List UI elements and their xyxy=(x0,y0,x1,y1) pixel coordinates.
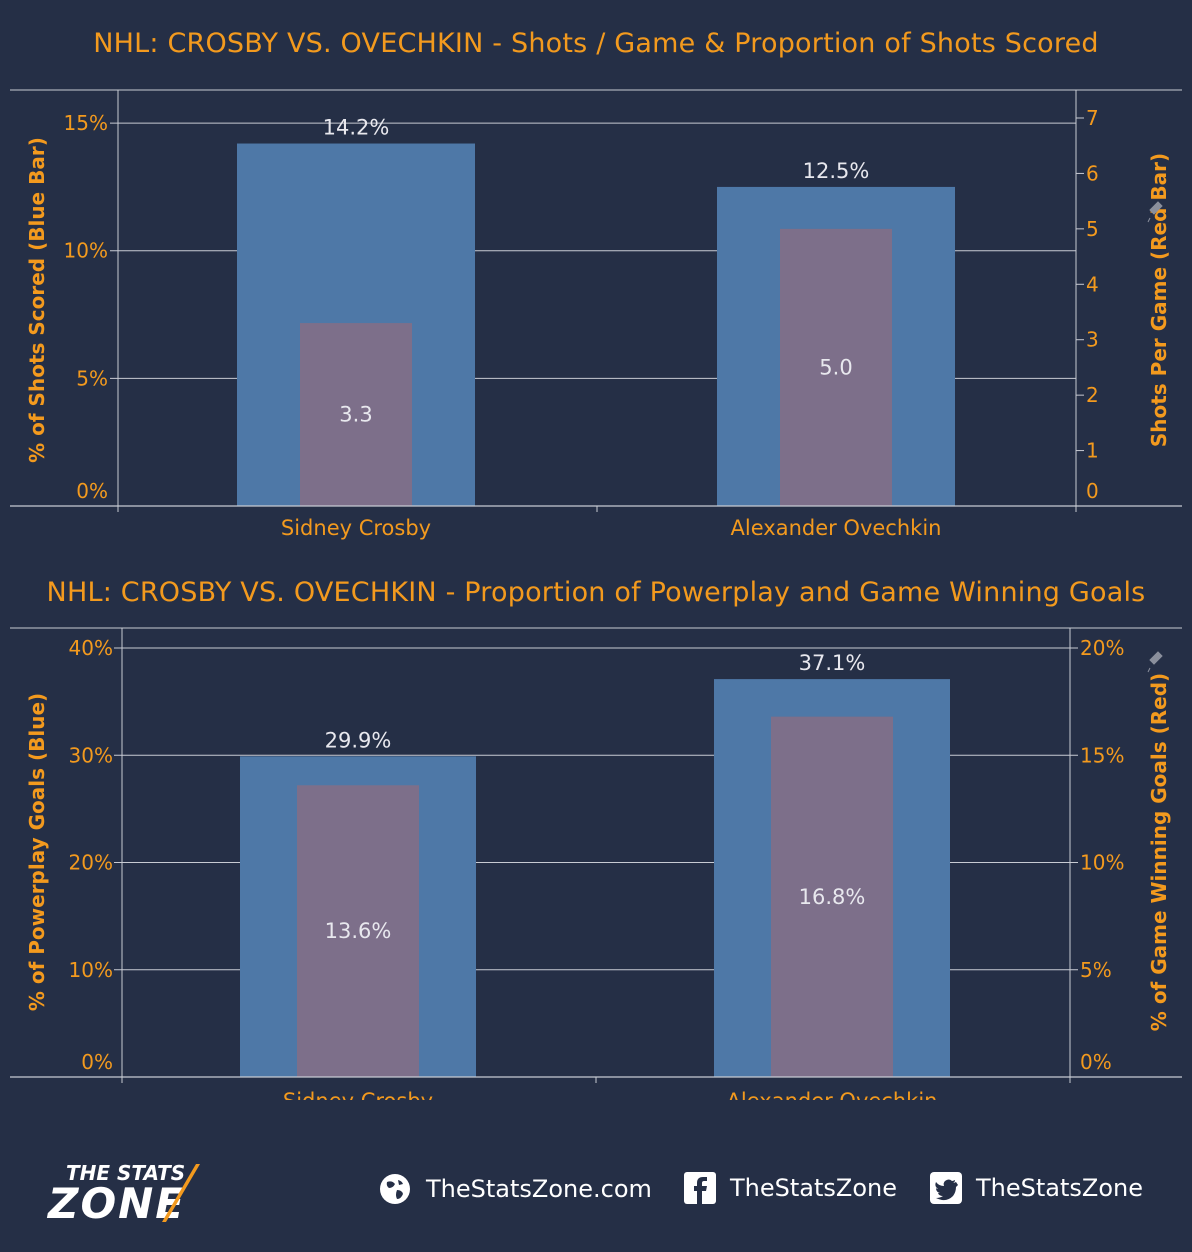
facebook-link[interactable]: TheStatsZone xyxy=(684,1172,897,1204)
x-category-label: Sidney Crosby xyxy=(281,516,431,540)
x-category-label: Alexander Ovechkin xyxy=(731,516,942,540)
facebook-text: TheStatsZone xyxy=(730,1174,898,1202)
y-axis-label-right: Shots Per Game (Red Bar) xyxy=(1147,153,1171,447)
y-tick-label-left: 20% xyxy=(69,851,113,875)
y-axis-label-left: % of Shots Scored (Blue Bar) xyxy=(25,137,49,463)
chart-title-shots: NHL: CROSBY VS. OVECHKIN - Shots / Game … xyxy=(93,28,1099,59)
y-tick-label-right: 2 xyxy=(1086,383,1099,407)
facebook-icon xyxy=(684,1172,716,1204)
x-category-label: Sidney Crosby xyxy=(283,1089,433,1100)
footer: THE STATS ZONE TheStatsZone.com TheStats… xyxy=(0,1140,1192,1240)
blue-bar-value-label: 29.9% xyxy=(325,728,392,752)
y-tick-label-left: 10% xyxy=(64,239,108,263)
y-tick-label-left: 40% xyxy=(69,636,113,660)
red-bar-value-label: 5.0 xyxy=(819,355,852,379)
stats-zone-logo: THE STATS ZONE xyxy=(46,1161,200,1228)
y-tick-label-left: 0% xyxy=(81,1050,113,1074)
y-tick-label-left: 30% xyxy=(69,743,113,767)
y-axis-label-right: % of Game Winning Goals (Red) xyxy=(1147,673,1171,1031)
red-bar-value-label: 16.8% xyxy=(799,885,866,909)
y-tick-label-right: 3 xyxy=(1086,328,1099,352)
red-bar-value-label: 3.3 xyxy=(339,403,372,427)
red-bar-value-label: 13.6% xyxy=(325,919,392,943)
y-tick-label-left: 0% xyxy=(76,479,108,503)
y-tick-label-right: 1 xyxy=(1086,439,1099,463)
y-tick-label-right: 10% xyxy=(1080,851,1124,875)
pin-icon xyxy=(1147,651,1163,673)
y-axis-label-left: % of Powerplay Goals (Blue) xyxy=(25,693,49,1011)
website-link[interactable]: TheStatsZone.com xyxy=(378,1172,652,1206)
blue-bar-value-label: 14.2% xyxy=(323,116,390,140)
globe-icon xyxy=(380,1174,410,1204)
y-tick-label-left: 10% xyxy=(69,958,113,982)
red-bar xyxy=(780,228,892,506)
y-tick-label-right: 0 xyxy=(1086,479,1099,503)
y-tick-label-left: 5% xyxy=(76,366,108,390)
shots-chart: 14.2% 3.3 Sidney Crosby 12.5% 5.0 Alexander O… xyxy=(10,89,1182,540)
red-bar xyxy=(300,323,412,506)
red-bar xyxy=(297,785,419,1077)
goals-chart: 29.9% 13.6% Sidney Crosby 37.1% 16.8% Alexand… xyxy=(10,627,1182,1100)
y-tick-label-right: 4 xyxy=(1086,272,1099,296)
twitter-text: TheStatsZone xyxy=(976,1174,1144,1202)
y-tick-label-right: 15% xyxy=(1080,743,1124,767)
y-tick-label-right: 20% xyxy=(1080,636,1124,660)
blue-bar-value-label: 37.1% xyxy=(799,651,866,675)
y-tick-label-right: 5% xyxy=(1080,958,1112,982)
blue-bar-value-label: 12.5% xyxy=(803,159,870,183)
y-tick-label-right: 7 xyxy=(1086,106,1099,130)
x-category-label: Alexander Ovechkin xyxy=(727,1089,938,1100)
y-tick-label-right: 6 xyxy=(1086,161,1099,185)
svg-text:ZONE: ZONE xyxy=(46,1179,186,1228)
website-text: TheStatsZone.com xyxy=(426,1175,652,1203)
chart-title-goals: NHL: CROSBY VS. OVECHKIN - Proportion of… xyxy=(46,577,1146,608)
twitter-icon xyxy=(930,1172,962,1204)
red-bar xyxy=(771,716,893,1077)
twitter-link[interactable]: TheStatsZone xyxy=(930,1172,1143,1204)
y-tick-label-left: 15% xyxy=(64,111,108,135)
y-tick-label-right: 0% xyxy=(1080,1050,1112,1074)
svg-text:THE STATS: THE STATS xyxy=(66,1161,185,1185)
y-tick-label-right: 5 xyxy=(1086,217,1099,241)
pin-icon xyxy=(1147,201,1163,223)
